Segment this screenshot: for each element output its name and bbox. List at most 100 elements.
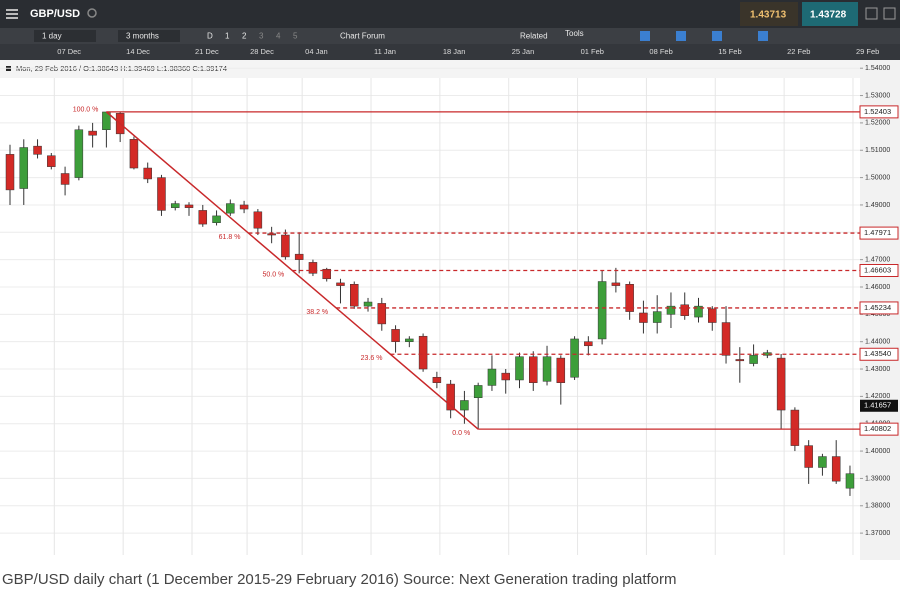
candle-body — [625, 284, 634, 312]
y-tick-label: 1.43000 — [865, 366, 890, 373]
x-tick-label: 28 Dec — [250, 47, 274, 56]
candle-body — [515, 356, 524, 381]
y-tick-label: 1.51000 — [865, 147, 890, 154]
related[interactable]: Related — [520, 32, 548, 41]
candle-body — [363, 301, 373, 307]
candle-body — [239, 204, 249, 210]
y-tick-label: 1.54000 — [865, 65, 890, 72]
candle-body — [33, 145, 42, 155]
candle-body — [584, 341, 593, 347]
candle-body — [804, 445, 813, 468]
last-price-box — [860, 399, 898, 412]
candle-body — [281, 234, 290, 258]
candle-body — [749, 355, 758, 364]
range-select[interactable] — [118, 30, 180, 42]
menu-icon[interactable] — [6, 9, 18, 19]
candle-body — [542, 356, 552, 382]
fib-label: 61.8 % — [219, 234, 241, 241]
x-tick-label: 22 Feb — [787, 47, 810, 56]
candle-body — [501, 372, 510, 381]
y-tick-label: 1.39000 — [865, 475, 890, 482]
tools[interactable]: Tools — [565, 29, 584, 38]
candle-body — [790, 409, 800, 446]
candle-body — [721, 322, 731, 356]
candle-body — [350, 284, 359, 307]
candle-body — [556, 357, 566, 383]
x-tick-label: 21 Dec — [195, 47, 219, 56]
fib-price-label: 1.52403 — [864, 107, 891, 116]
y-tick-label: 1.45000 — [865, 311, 890, 318]
sell-box[interactable] — [740, 2, 798, 26]
x-tick-label: 25 Jan — [512, 47, 535, 56]
close-icon[interactable] — [883, 7, 896, 20]
candle-body — [226, 203, 235, 214]
candle-body — [735, 359, 745, 362]
fib-price-label: 1.45234 — [864, 303, 891, 312]
plot: 1.370001.380001.390001.400001.410001.420… — [0, 47, 899, 555]
search-icon[interactable] — [87, 8, 97, 18]
candle-body — [294, 253, 304, 260]
candle-body — [776, 357, 786, 411]
x-tick-label: 11 Jan — [374, 47, 396, 56]
window-icon[interactable] — [865, 7, 878, 20]
y-tick-label: 1.52000 — [865, 120, 890, 127]
fib-price-box — [859, 226, 899, 240]
x-tick-label: 29 Feb — [856, 47, 879, 56]
candle-body — [184, 204, 194, 208]
candle-body — [74, 129, 84, 178]
toolbar — [0, 28, 900, 44]
fib-price-box — [859, 422, 899, 436]
candle-body — [157, 177, 166, 211]
candle-body — [322, 268, 331, 280]
candle-body — [170, 203, 180, 208]
fib-price-box — [859, 263, 899, 277]
candle-body — [652, 311, 662, 323]
fib-label: 50.0 % — [262, 271, 284, 278]
view-button[interactable]: 4 — [276, 32, 281, 41]
candle-body — [129, 139, 139, 169]
candle-body — [391, 329, 400, 342]
view-button[interactable]: 5 — [293, 32, 298, 41]
candle-body — [336, 282, 345, 286]
candle-body — [5, 154, 15, 191]
tool-icons[interactable] — [640, 31, 768, 41]
fib-label: 23.6 % — [361, 355, 383, 362]
interval-select[interactable] — [34, 30, 96, 42]
y-tick-label: 1.46000 — [865, 284, 890, 291]
candle-body — [308, 262, 318, 274]
candle-body — [60, 173, 70, 185]
view-button[interactable]: 2 — [242, 32, 247, 41]
candle-body — [418, 335, 428, 370]
x-tick-label: 15 Feb — [718, 47, 741, 56]
candle-body — [432, 376, 442, 383]
candle-body — [212, 215, 221, 223]
candle-body — [473, 385, 483, 398]
x-tick-label: 08 Feb — [649, 47, 672, 56]
fib-price-label: 1.40802 — [864, 424, 891, 433]
y-tick-label: 1.40000 — [865, 448, 890, 455]
last-price-label: 1.41657 — [864, 401, 891, 410]
view-d[interactable]: D — [207, 32, 213, 41]
y-tick-label: 1.42000 — [865, 393, 890, 400]
buy-box[interactable] — [802, 2, 858, 26]
y-tick-label: 1.53000 — [865, 92, 890, 99]
candle-body — [597, 281, 607, 340]
fib-price-label: 1.46603 — [864, 265, 891, 274]
candle-body — [611, 282, 621, 286]
fib-price-box — [859, 301, 899, 315]
candle-body — [253, 211, 263, 229]
fib-label: 0.0 % — [452, 430, 470, 437]
chart-forum[interactable]: Chart Forum — [340, 32, 385, 41]
view-button[interactable]: 3 — [259, 32, 264, 41]
y-tick-label: 1.49000 — [865, 202, 890, 209]
x-tick-label: 04 Jan — [305, 47, 328, 56]
candle-body — [666, 305, 676, 315]
candle-body — [680, 304, 689, 316]
range: 3 months — [126, 32, 159, 41]
view-button[interactable]: 1 — [225, 32, 230, 41]
candle-body — [529, 356, 538, 383]
candle-body — [47, 155, 56, 167]
